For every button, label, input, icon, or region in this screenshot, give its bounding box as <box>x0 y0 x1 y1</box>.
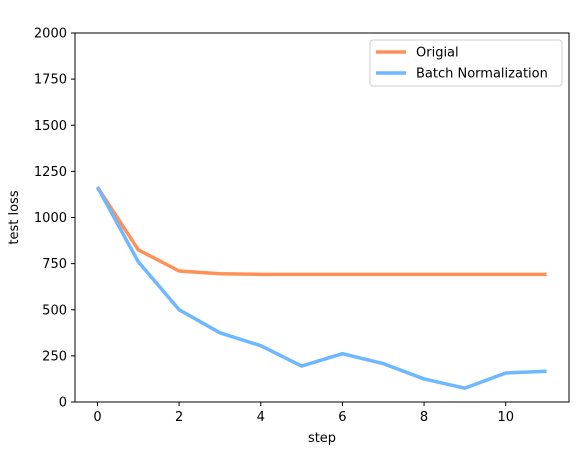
y-axis: 0 250 500 750 1000 1250 1500 1750 2000 <box>34 27 75 411</box>
y-tick-label: 1000 <box>34 211 67 226</box>
legend-box <box>369 39 563 87</box>
legend-label-0: Origial <box>416 46 459 61</box>
legend: Origial Batch Normalization <box>369 39 563 87</box>
y-tick-label: 2000 <box>34 27 67 42</box>
x-axis-label: step <box>308 431 336 446</box>
y-tick-label: 750 <box>42 257 67 272</box>
x-tick-label: 8 <box>420 410 428 425</box>
y-tick-label: 1750 <box>34 73 67 88</box>
plot-frame <box>74 32 570 403</box>
y-tick-label: 250 <box>42 349 67 364</box>
x-tick-label: 4 <box>257 410 265 425</box>
x-tick-label: 10 <box>497 410 514 425</box>
series-line-1 <box>95 186 547 390</box>
x-tick-label: 6 <box>338 410 346 425</box>
y-tick-label: 1250 <box>34 165 67 180</box>
y-axis-label: test loss <box>7 190 22 244</box>
y-tick-label: 500 <box>42 303 67 318</box>
series-line-0 <box>95 186 547 277</box>
x-tick-label: 0 <box>93 410 101 425</box>
y-tick-label: 0 <box>59 396 67 411</box>
legend-label-1: Batch Normalization <box>416 67 548 82</box>
series-layer <box>95 186 547 390</box>
x-tick-label: 2 <box>175 410 183 425</box>
y-tick-label: 1500 <box>34 119 67 134</box>
x-axis: 0 2 4 6 8 10 <box>93 402 514 425</box>
